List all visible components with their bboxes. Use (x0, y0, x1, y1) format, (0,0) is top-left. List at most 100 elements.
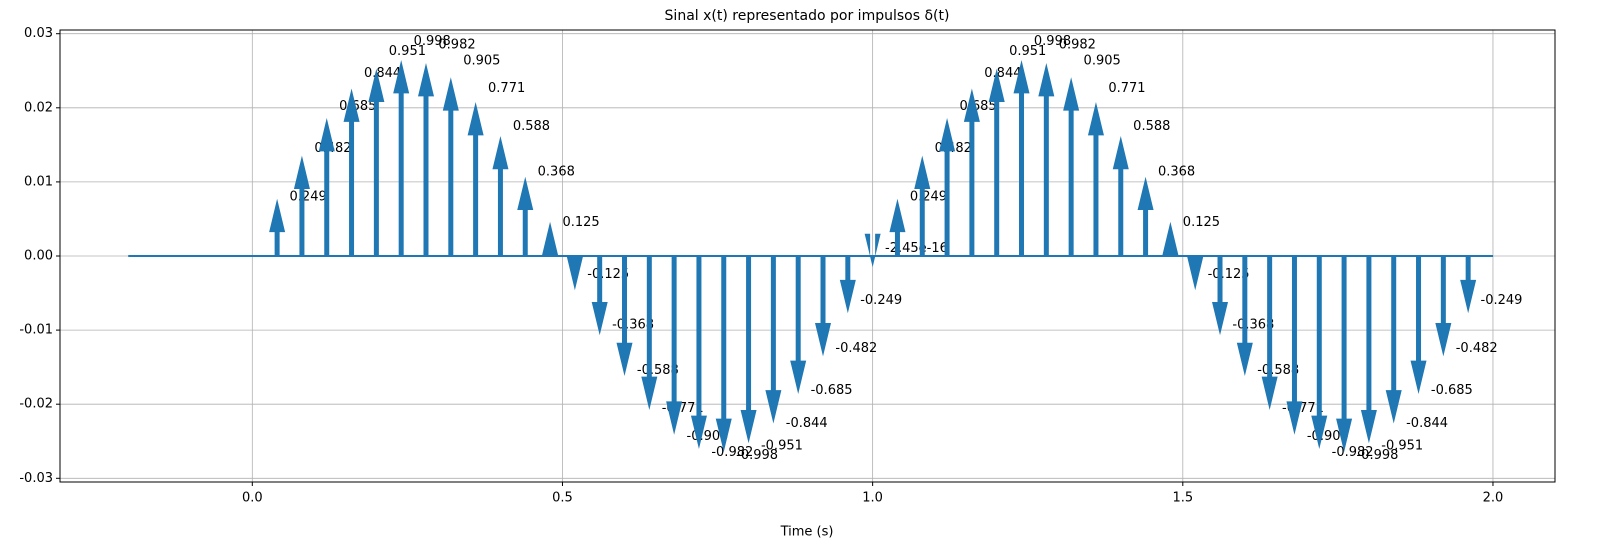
y-tick-label: 0.03 (24, 26, 53, 41)
impulse-arrow (1013, 60, 1030, 257)
impulse-arrow (492, 135, 509, 256)
impulse-arrow (1410, 256, 1427, 395)
value-label: 0.905 (1084, 53, 1121, 68)
impulse-arrow (269, 198, 286, 256)
impulse-arrow (914, 155, 931, 256)
value-label: 0.368 (1158, 165, 1195, 180)
value-label: 0.771 (488, 81, 525, 96)
value-label: 0.249 (910, 189, 947, 204)
impulse-arrow (1063, 77, 1080, 256)
impulse-arrow (616, 256, 633, 377)
impulse-arrow (988, 68, 1005, 256)
value-label: -0.951 (761, 438, 803, 453)
impulse-arrow (839, 256, 856, 314)
value-label: -0.998 (736, 448, 778, 463)
impulse-arrow (939, 117, 956, 256)
x-axis-label: Time (s) (780, 525, 834, 540)
value-label: 0.844 (364, 66, 401, 81)
impulse-arrow (666, 256, 683, 435)
value-label: 0.951 (1009, 44, 1046, 59)
impulse-arrow (1187, 256, 1204, 291)
value-label: 0.125 (562, 215, 599, 230)
y-tick-label: -0.01 (19, 323, 53, 338)
value-label: -0.982 (711, 445, 753, 460)
value-label: 0.951 (389, 44, 426, 59)
x-tick-label: 0.0 (242, 491, 263, 506)
impulse-arrow (368, 68, 385, 256)
y-tick-label: 0.02 (24, 100, 53, 115)
impulse-arrow (467, 102, 484, 256)
x-tick-label: 0.5 (552, 491, 573, 506)
value-label: 0.368 (538, 165, 575, 180)
value-label: -0.685 (811, 383, 853, 398)
impulse-arrow (1038, 62, 1055, 256)
impulse-arrow (293, 155, 310, 256)
impulse-arrow (864, 233, 881, 268)
impulse-arrow (566, 256, 583, 291)
value-label: -0.249 (1481, 293, 1523, 308)
plot-frame (59, 29, 1556, 483)
value-label: 0.982 (438, 37, 475, 52)
impulse-arrow (790, 256, 807, 395)
impulse-arrow (318, 117, 335, 256)
value-label: 0.905 (463, 53, 500, 68)
x-tick-label: 1.5 (1172, 491, 1193, 506)
impulse-arrow (815, 256, 832, 357)
impulse-arrow (442, 77, 459, 256)
value-label: -0.685 (1431, 383, 1473, 398)
impulse-arrow (1360, 256, 1377, 444)
value-label: -0.982 (1332, 445, 1374, 460)
value-label: 0.588 (513, 119, 550, 134)
impulse-arrow (740, 256, 757, 444)
value-label: 0.771 (1108, 81, 1145, 96)
value-label: -0.951 (1381, 438, 1423, 453)
value-label: -2.45e-16 (885, 241, 948, 256)
impulse-arrow (1137, 176, 1154, 256)
chart-title: Sinal x(t) representado por impulsos δ(t… (665, 8, 950, 24)
impulse-arrow (1286, 256, 1303, 435)
impulse-arrow (641, 256, 658, 410)
value-label: -0.482 (1456, 341, 1498, 356)
value-label: -0.844 (1406, 416, 1448, 431)
value-label: -0.249 (860, 293, 902, 308)
value-label: -0.998 (1356, 448, 1398, 463)
value-label: 0.588 (1133, 119, 1170, 134)
impulse-arrow (1087, 102, 1104, 256)
value-label: -0.844 (786, 416, 828, 431)
impulse-arrow (1311, 256, 1328, 450)
impulse-arrow (343, 88, 360, 256)
impulse-arrow (1385, 256, 1402, 424)
impulse-arrow (1212, 256, 1229, 336)
value-label: 0.982 (1059, 37, 1096, 52)
impulse-arrow (1336, 256, 1353, 452)
impulse-arrow (1435, 256, 1452, 357)
y-tick-label: -0.03 (19, 471, 53, 486)
y-tick-label: -0.02 (19, 397, 53, 412)
x-tick-label: 2.0 (1483, 491, 1504, 506)
value-label: -0.482 (835, 341, 877, 356)
impulse-arrow (1162, 221, 1179, 256)
impulse-arrow (393, 60, 410, 257)
impulse-arrow (765, 256, 782, 424)
impulse-arrow (1112, 135, 1129, 256)
impulse-arrow (963, 88, 980, 256)
impulse-arrow (591, 256, 608, 336)
impulse-arrow (690, 256, 707, 450)
value-label: 0.998 (1034, 34, 1071, 49)
impulse-arrow (1460, 256, 1477, 314)
value-label: 0.125 (1183, 215, 1220, 230)
value-label: 0.844 (984, 66, 1021, 81)
value-label: 0.998 (414, 34, 451, 49)
impulse-arrow (542, 221, 559, 256)
impulse-arrow (1261, 256, 1278, 410)
impulse-arrow (715, 256, 732, 452)
impulse-arrow (417, 62, 434, 256)
impulse-arrow (889, 198, 906, 256)
y-tick-label: 0.01 (24, 174, 53, 189)
impulse-arrow (1236, 256, 1253, 377)
value-label: 0.249 (290, 189, 327, 204)
x-tick-label: 1.0 (862, 491, 883, 506)
y-tick-label: 0.00 (24, 249, 53, 264)
impulse-arrow (517, 176, 534, 256)
